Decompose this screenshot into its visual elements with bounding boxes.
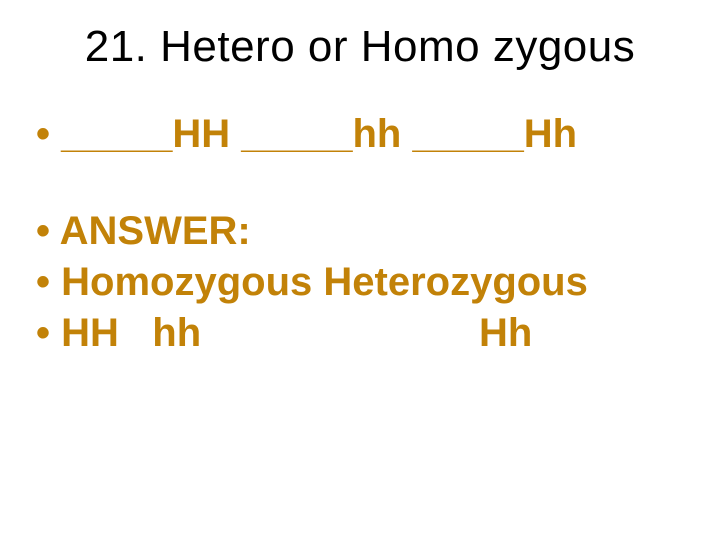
answer-label: ANSWER: — [60, 209, 251, 253]
bullet-icon: • — [36, 209, 50, 254]
bullet-icon: • — [36, 311, 50, 356]
bullet-icon: • — [36, 112, 50, 157]
answer-line-1: • Homozygous Heterozygous — [36, 260, 690, 305]
slide-title: 21. Hetero or Homo zygous — [30, 22, 690, 72]
bullet-icon: • — [36, 260, 50, 305]
answer-text-2: HH hh Hh — [61, 311, 532, 355]
slide: 21. Hetero or Homo zygous • _____HH ____… — [0, 0, 720, 540]
answer-text-1: Homozygous Heterozygous — [61, 260, 588, 304]
question-line: • _____HH _____hh _____Hh — [36, 112, 690, 157]
answer-label-line: • ANSWER: — [36, 209, 690, 254]
answer-line-2: • HH hh Hh — [36, 311, 690, 356]
question-text: _____HH _____hh _____Hh — [61, 112, 577, 156]
